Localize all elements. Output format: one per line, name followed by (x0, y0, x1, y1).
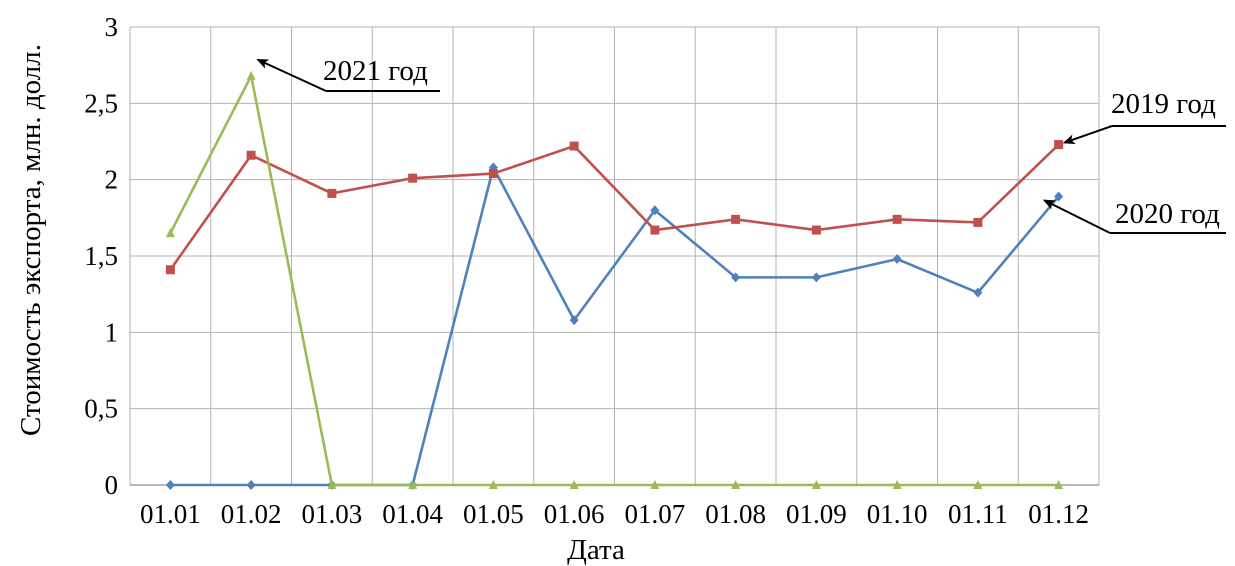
data-point (973, 217, 983, 227)
y-tick-label: 1 (105, 317, 119, 347)
series-1 (165, 162, 1064, 490)
series-line (170, 166, 1060, 487)
data-point (811, 272, 821, 283)
x-tick-label: 01.05 (463, 499, 524, 529)
x-tick-label: 01.10 (867, 499, 928, 529)
grid-lines (129, 26, 1100, 486)
x-tick-label: 01.07 (625, 499, 686, 529)
data-point (246, 480, 256, 490)
annotation-label: 2020 год (1115, 198, 1220, 230)
y-tick-label: 0 (105, 470, 119, 500)
data-point (488, 480, 498, 489)
data-point (488, 169, 498, 179)
data-point (165, 265, 175, 275)
data-point (1054, 140, 1064, 150)
annotation-arrow (256, 58, 327, 92)
data-point (327, 188, 337, 198)
data-point (650, 205, 660, 216)
data-point (731, 272, 741, 283)
y-tick-label: 2,5 (84, 88, 118, 118)
x-tick-label: 01.02 (221, 499, 282, 529)
data-point (811, 480, 821, 489)
x-tick-label: 01.03 (302, 499, 363, 529)
annotation-arrow (1042, 199, 1111, 234)
series-line (169, 74, 1059, 487)
data-point (1054, 191, 1064, 202)
series-layer (165, 70, 1064, 490)
x-tick-label: 01.12 (1028, 499, 1089, 529)
data-point (569, 480, 579, 489)
data-point (1054, 480, 1064, 489)
x-tick-label: 01.06 (544, 499, 605, 529)
x-tick-label: 01.09 (786, 499, 847, 529)
data-point (408, 173, 418, 183)
data-point (569, 141, 579, 151)
series-2 (165, 70, 1064, 489)
data-point (731, 214, 741, 224)
series-line (169, 143, 1060, 271)
x-tick-label: 01.04 (382, 499, 443, 529)
y-tick-label: 3 (105, 12, 119, 42)
tick-labels: 0 0,5 1 1,5 2 2,5 3 01.01 01.02 01.03 01.04 01.05 01… (84, 12, 1089, 529)
data-point (892, 254, 902, 265)
data-point (973, 480, 983, 489)
data-point (569, 315, 579, 326)
data-point (650, 480, 660, 489)
data-point (165, 480, 175, 490)
annotation: 2021 год (256, 55, 440, 92)
x-tick-label: 01.11 (948, 499, 1008, 529)
series-0 (165, 140, 1064, 275)
data-point (731, 480, 741, 489)
x-axis-title: Дата (567, 534, 625, 566)
data-point (650, 225, 660, 235)
data-point (408, 480, 418, 489)
annotations: 2021 год 2019 год 2020 год (256, 55, 1226, 234)
annotation: 2019 год (1062, 88, 1226, 144)
y-tick-label: 2 (105, 165, 119, 195)
x-tick-label: 01.08 (705, 499, 766, 529)
data-point (892, 214, 902, 224)
y-tick-label: 0,5 (84, 394, 118, 424)
annotation-label: 2021 год (323, 55, 428, 87)
data-point (892, 480, 902, 489)
data-point (973, 287, 983, 298)
data-point (246, 150, 256, 160)
annotation-arrow (1062, 125, 1113, 144)
annotation: 2020 год (1042, 198, 1226, 234)
data-point (246, 70, 256, 80)
data-point (165, 228, 175, 238)
x-tick-label: 01.01 (140, 499, 201, 529)
y-axis-title: Стоимость экспорта, млн. долл. (15, 44, 47, 436)
annotation-label: 2019 год (1111, 88, 1216, 120)
data-point (811, 225, 821, 235)
y-tick-label: 1,5 (84, 241, 118, 271)
data-point (327, 480, 337, 489)
